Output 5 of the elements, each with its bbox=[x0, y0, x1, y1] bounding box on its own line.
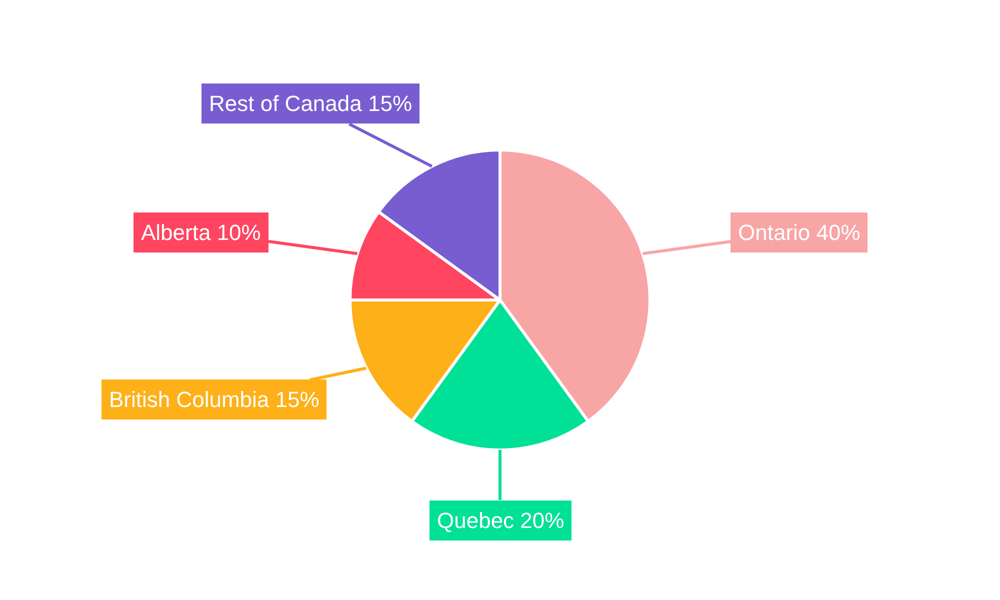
slice-label: British Columbia 15% bbox=[109, 387, 320, 412]
slice-label: Rest of Canada 15% bbox=[209, 91, 412, 116]
slice-label: Alberta 10% bbox=[141, 220, 261, 245]
slice-label: Quebec 20% bbox=[437, 508, 564, 533]
slice-label: Ontario 40% bbox=[738, 220, 860, 245]
